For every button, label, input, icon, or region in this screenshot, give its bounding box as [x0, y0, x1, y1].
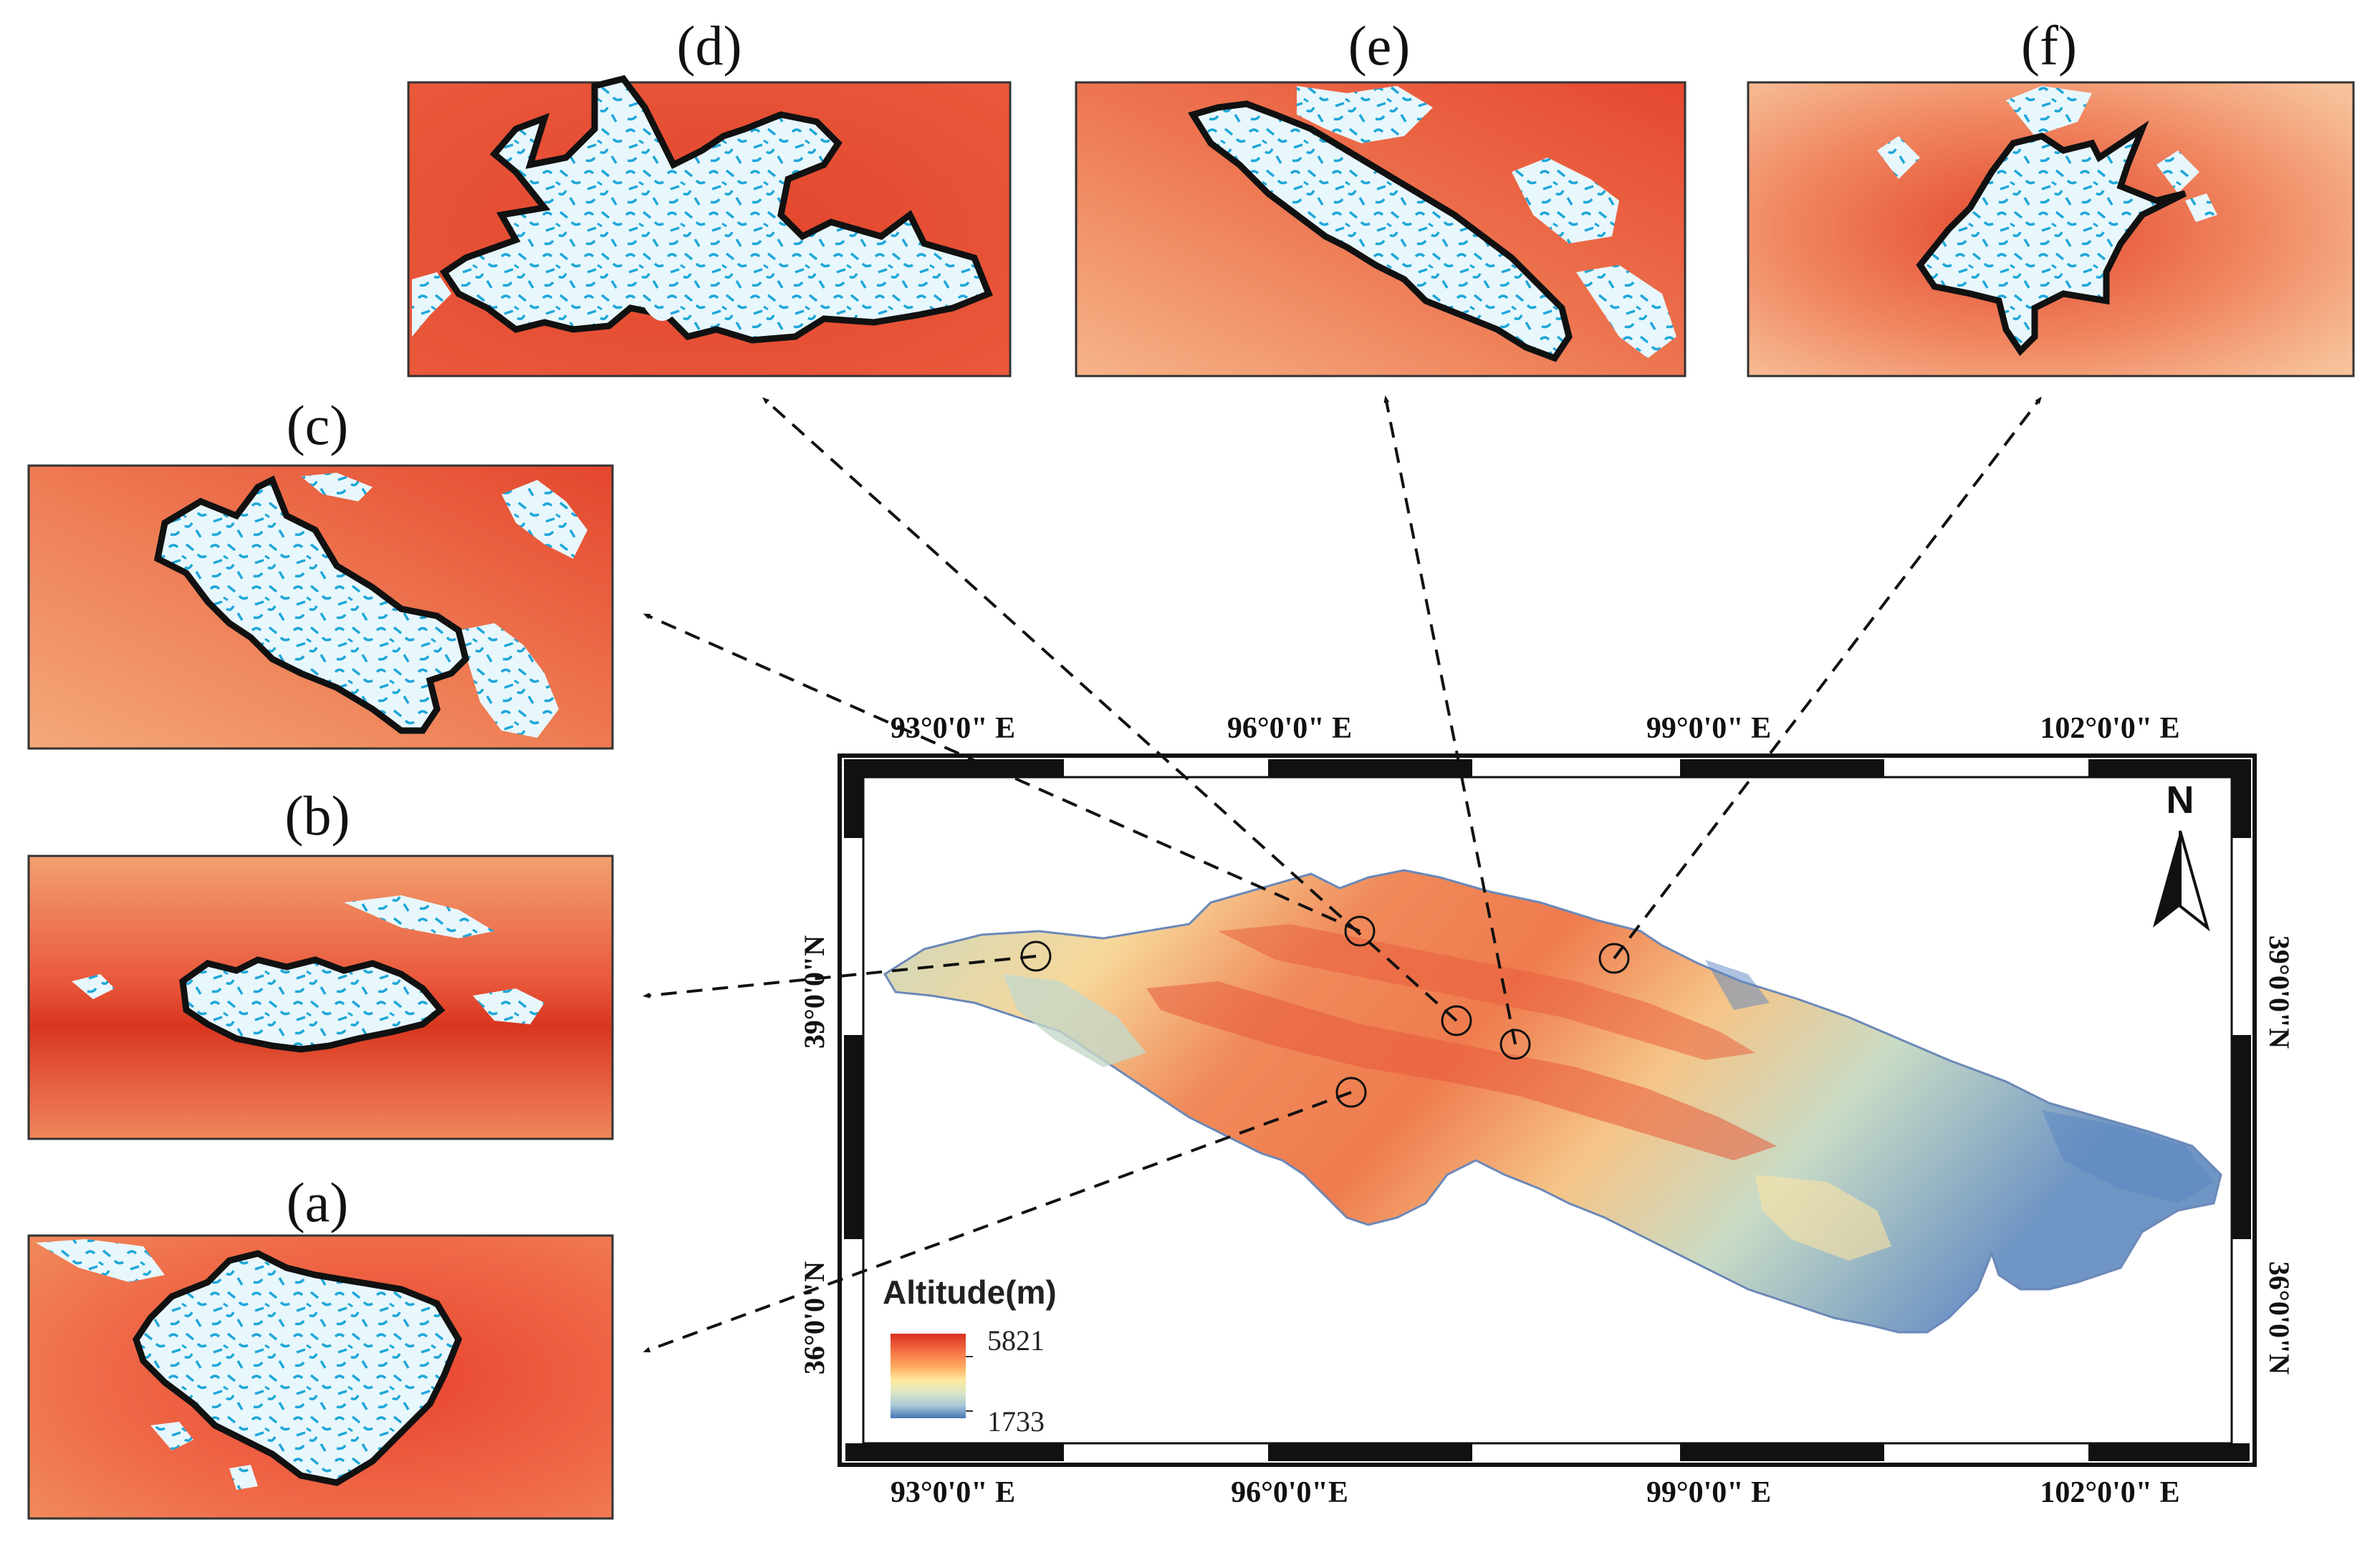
glacier-outline-c: [153, 475, 469, 734]
leader-arrows: [643, 395, 2042, 1353]
panel-f: [1747, 81, 2355, 377]
left-latitude-labels: 39°0'0"N 36°0'0"N: [798, 935, 830, 1375]
site-markers: [1020, 915, 1630, 1108]
panel-c: [27, 464, 614, 750]
bottom-longitude-label: 99°0'0" E: [1646, 1476, 1771, 1509]
top-longitude-label: 96°0'0" E: [1227, 712, 1352, 745]
arrow-to-c: [643, 613, 1361, 933]
left-latitude-label: 39°0'0"N: [798, 935, 830, 1049]
legend-max-label: 5821: [987, 1324, 1045, 1357]
panel-label-d: (d): [677, 14, 742, 77]
panel-d: [407, 74, 1012, 377]
arrow-to-f: [1613, 396, 2042, 960]
glacier-outline-f: [1916, 120, 2187, 357]
panel-b: [27, 855, 614, 1140]
panel-label-b: (b): [285, 784, 350, 847]
glacier-outline-d: [439, 74, 993, 344]
bottom-longitude-labels: 93°0'0" E 96°0'0"E 99°0'0" E 102°0'0" E: [891, 1476, 2180, 1509]
arrow-to-b: [643, 955, 1037, 998]
legend-color-ramp: [891, 1334, 966, 1418]
map-frame-ticks: [844, 759, 2251, 1461]
panel-label-e: (e): [1348, 14, 1411, 77]
left-latitude-label: 36°0'0"N: [798, 1261, 830, 1375]
top-longitude-label: 93°0'0" E: [891, 712, 1015, 745]
site-marker-d: [1441, 1005, 1472, 1036]
top-longitude-labels: 93°0'0" E 96°0'0" E 99°0'0" E 102°0'0" E: [891, 712, 2180, 745]
glacier-outline-a: [133, 1250, 463, 1486]
top-longitude-label: 102°0'0" E: [2040, 712, 2179, 745]
bottom-longitude-label: 96°0'0"E: [1231, 1476, 1348, 1509]
legend-title: Altitude(m): [883, 1274, 1057, 1311]
site-marker-c: [1344, 915, 1376, 947]
altitude-legend: Altitude(m) 5821 1733: [883, 1274, 1057, 1438]
site-marker-f: [1598, 943, 1630, 974]
bottom-longitude-label: 93°0'0" E: [891, 1476, 1015, 1509]
site-marker-b: [1020, 940, 1052, 972]
arrow-to-e: [1383, 395, 1517, 1045]
top-longitude-label: 99°0'0" E: [1646, 712, 1771, 745]
panel-e: [1075, 81, 1686, 377]
panel-label-a: (a): [287, 1171, 349, 1233]
site-marker-e: [1500, 1029, 1531, 1060]
panel-label-f: (f): [2021, 14, 2077, 77]
glacier-outline-b: [179, 956, 446, 1053]
site-marker-a: [1335, 1077, 1367, 1108]
panel-label-c: (c): [287, 394, 349, 456]
main-map: N Altitude(m) 5821 1733 93°0'0" E 96°0'0"…: [798, 712, 2295, 1509]
bottom-longitude-label: 102°0'0" E: [2040, 1476, 2179, 1509]
glacier-outline-e: [1188, 100, 1573, 362]
legend-min-label: 1733: [987, 1405, 1045, 1438]
right-latitude-label: 39°0'0"N: [2263, 935, 2295, 1049]
right-latitude-label: 36°0'0"N: [2263, 1261, 2295, 1375]
north-arrow: N: [2153, 779, 2210, 932]
right-latitude-labels: 39°0'0"N 36°0'0"N: [2263, 935, 2295, 1375]
panel-labels: (a) (b) (c) (d) (e) (f): [285, 14, 2077, 1233]
north-label: N: [2167, 779, 2194, 822]
panel-a: [27, 1234, 614, 1520]
arrow-to-a: [643, 1091, 1352, 1353]
